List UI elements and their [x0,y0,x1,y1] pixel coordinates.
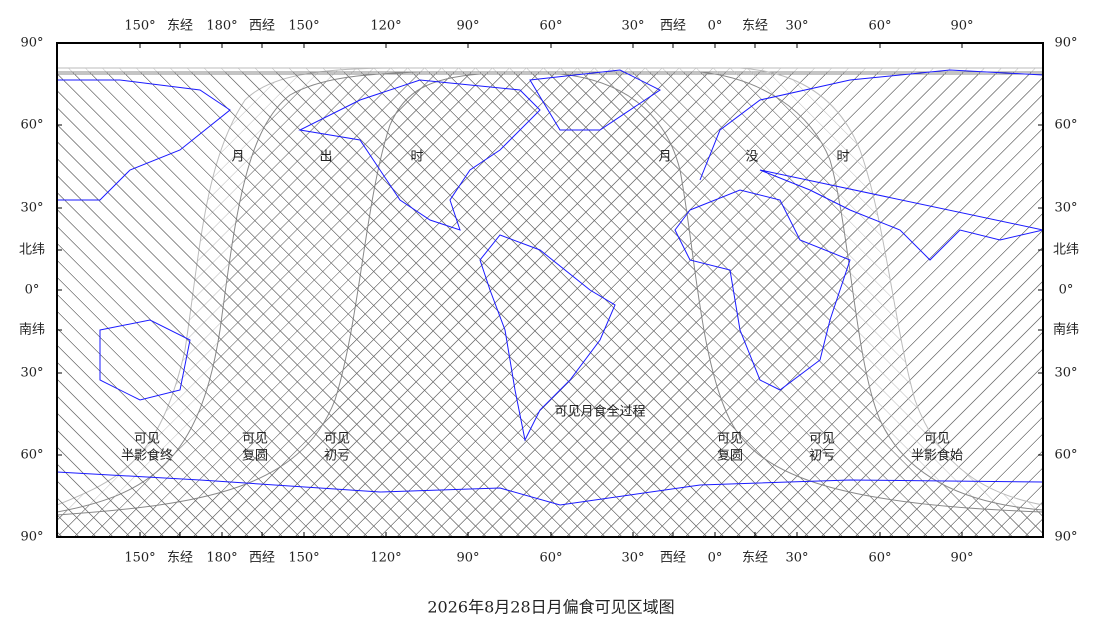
zone-last-contact-right [57,73,1043,537]
bottom-axis-label: 120° [370,551,401,566]
top-axis-label: 90° [950,19,973,34]
region-label: 可见 [924,432,950,447]
top-axis-label: 60° [539,19,562,34]
moonset-char: 没 [745,150,758,165]
bottom-axis-label: 30° [785,551,808,566]
coastlines [57,69,1043,506]
left-axis-label: 北纬 [19,243,45,258]
top-axis-label: 180° [206,19,237,34]
top-axis-label: 150° [124,19,155,34]
bottom-axis-label: 0° [708,551,723,566]
right-axis-label: 0° [1059,283,1074,298]
left-axis-label: 60° [20,118,43,133]
top-axis-label: 30° [785,19,808,34]
map-title: 2026年8月28日月偏食可见区域图 [427,598,674,617]
top-axis-label: 90° [456,19,479,34]
top-axis-label: 西经 [660,19,686,34]
bottom-axis-label: 东经 [167,551,193,566]
bottom-axis-label: 90° [950,551,973,566]
moonrise-char: 出 [319,150,332,165]
bottom-axis-label: 60° [868,551,891,566]
bottom-axis-label: 180° [206,551,237,566]
moonrise-char: 时 [410,150,423,165]
bottom-axis-label: 150° [288,551,319,566]
left-axis-label: 90° [20,36,43,51]
left-axis-label: 30° [20,201,43,216]
right-axis-label: 北纬 [1053,243,1079,258]
visibility-zones [57,67,1043,537]
right-axis-label: 60° [1054,118,1077,133]
region-label: 半影食终 [121,448,173,464]
region-label: 复圆 [717,449,743,464]
left-axis-label: 0° [25,283,40,298]
right-axis-label: 30° [1054,366,1077,381]
region-label: 初亏 [809,449,835,464]
bottom-axis-label: 60° [539,551,562,566]
region-label: 半影食始 [911,448,963,464]
right-axis-label: 60° [1054,448,1077,463]
moonrise-char: 月 [231,150,244,165]
bottom-axis-label: 西经 [249,551,275,566]
top-axis-label: 西经 [249,19,275,34]
top-axis-label: 60° [868,19,891,34]
left-axis-label: 90° [20,530,43,545]
total-visible-label: 可见月食全过程 [554,404,645,420]
moonset-char: 时 [836,150,849,165]
right-axis-label: 90° [1054,36,1077,51]
bottom-axis-label: 90° [456,551,479,566]
bottom-axis-label: 东经 [742,551,768,566]
top-axis-label: 30° [621,19,644,34]
region-label: 可见 [242,432,268,447]
left-axis-label: 60° [20,448,43,463]
top-axis-label: 120° [370,19,401,34]
top-axis-label: 150° [288,19,319,34]
region-label: 可见 [717,432,743,447]
region-label: 复圆 [242,449,268,464]
left-axis-label: 南纬 [19,322,45,338]
region-label: 可见 [809,432,835,447]
bottom-axis-label: 西经 [660,551,686,566]
bottom-axis-label: 30° [621,551,644,566]
region-label: 可见 [324,432,350,447]
top-axis-label: 0° [708,19,723,34]
left-axis-label: 30° [20,366,43,381]
right-axis-label: 南纬 [1053,322,1079,338]
right-axis-label: 30° [1054,201,1077,216]
moonset-char: 月 [658,150,671,165]
top-axis-label: 东经 [167,19,193,34]
bottom-axis-label: 150° [124,551,155,566]
right-axis-label: 90° [1054,530,1077,545]
top-axis-label: 东经 [742,19,768,34]
region-label: 初亏 [324,449,350,464]
region-label: 可见 [134,432,160,447]
